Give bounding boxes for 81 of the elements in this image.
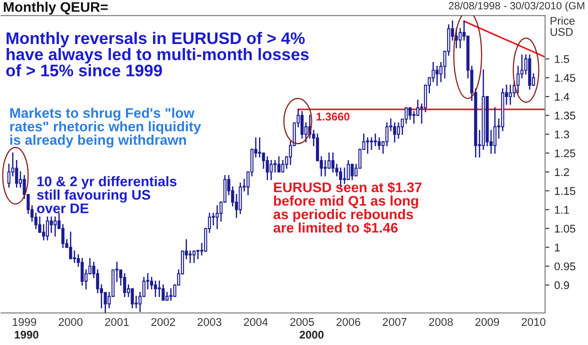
candlestick [80,258,84,286]
candlestick [346,160,350,180]
y-tick-label: 1.05 [554,224,576,233]
x-tick-label: 2002 [151,318,175,326]
x-tick-label: 2001 [105,318,129,326]
candlestick [277,156,280,173]
x-tick-label: 2004 [244,318,268,326]
candlestick [270,160,273,180]
candlestick [396,122,400,139]
candlestick [404,107,408,124]
x-tick-label: 1999 [12,318,36,326]
candlestick [493,107,496,154]
candlestick [370,137,374,150]
candlestick [34,212,38,230]
annotation: Markets to shrug Fed's "low rates" rhetoric when liquidity is already being withdrawn [10,108,202,148]
chart-title: Monthly QEUR= [4,2,108,15]
y-tick-label: 1.5 [554,55,570,64]
candlestick [436,66,439,86]
x-tick-label: 2007 [382,318,406,326]
candlestick [162,284,165,301]
candlestick [393,122,396,142]
candlestick [408,107,412,120]
candlestick [238,182,242,214]
candlestick [300,111,304,139]
y-tick-label: 1.35 [554,112,576,120]
candlestick [69,232,72,260]
candlestick [331,152,334,173]
candlestick [281,160,284,173]
y-tick-label: 1 [554,244,560,252]
annotation: 1.3660 [316,112,350,121]
annotation: EURUSD seen at $1.37 before mid Q1 as long as periodic rebounds are limited to $1.46 [274,182,422,234]
x-tick-label: 2010 [522,318,546,326]
candlestick [324,160,327,176]
candlestick [385,122,388,146]
candlestick [516,66,520,94]
annotation: Monthly reversals in EURUSD of > 4% have always led to multi-month losses of > 15% since 1999 [6,32,309,76]
y-tick-label: 1.25 [554,149,576,158]
x-tick-label: 2009 [475,318,500,326]
x-tick-label: 2003 [198,318,222,326]
candlestick [158,280,161,297]
y-tick-label: 1.3 [554,130,570,138]
candlestick [46,216,50,240]
candlestick [432,62,435,82]
candlestick [378,137,381,150]
chart-subtitle: 28/08/1998 - 30/03/2010 (GM [448,2,584,12]
y-tick-label: 1.1 [554,206,570,214]
candlestick [412,111,416,124]
text: 2000 [300,330,324,339]
candlestick [123,273,126,297]
candlestick [366,137,370,154]
candlestick [216,205,219,230]
candlestick [154,280,158,297]
candlestick [258,137,262,158]
y-tick-label: 1.2 [554,168,569,176]
y-tick-label: 0.9 [554,281,570,290]
x-tick-label: 2005 [290,318,314,326]
candlestick [188,250,192,264]
y-axis-title: Price USD [550,16,575,36]
y-tick-label: 0.95 [554,262,576,270]
candlestick [169,288,172,301]
candlestick [192,250,196,264]
candlestick [50,216,53,233]
candlestick [342,168,346,184]
candlestick [150,276,154,290]
y-tick-label: 1.45 [554,74,576,82]
candlestick [72,250,76,264]
candlestick [374,134,377,146]
candlestick [508,84,512,105]
candlestick [130,288,134,308]
y-tick-label: 1.15 [554,187,576,195]
candlestick [54,216,57,237]
annotation: 10 & 2 yr differentials still favouring US over DE [37,176,176,214]
x-tick-label: 2008 [429,318,453,326]
candlestick [212,212,215,226]
candlestick [350,164,354,180]
text: 1990 [14,330,38,339]
x-tick-label: 2000 [58,318,83,326]
y-tick-label: 1.4 [554,92,570,101]
candlestick [61,224,64,248]
candlestick [266,156,269,180]
x-tick-label: 2006 [336,318,360,326]
